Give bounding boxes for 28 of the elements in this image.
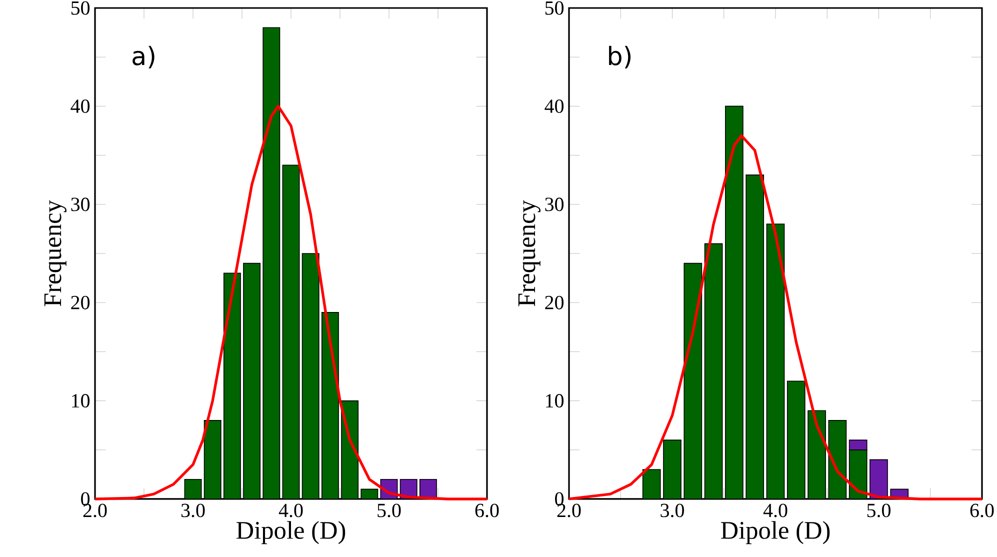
y-tick-label: 10: [546, 394, 564, 408]
x-tick-label: 4.0: [763, 504, 788, 518]
x-tick-label: 3.0: [181, 504, 205, 518]
y-tick-label: 50: [71, 1, 90, 15]
y-tick-label: 30: [545, 198, 564, 212]
y-tick-label: 20: [71, 296, 90, 310]
y-axis-title: Frequency: [518, 200, 540, 306]
y-tick-label: 20: [545, 296, 564, 310]
x-axis-title: Dipole (D): [236, 521, 346, 544]
y-tick-label: 40: [544, 99, 564, 113]
y-tick-label: 10: [72, 394, 90, 408]
x-tick-label: 3.0: [660, 504, 684, 518]
x-tick-label: 4.0: [278, 504, 303, 518]
x-tick-label: 6.0: [475, 504, 499, 518]
y-tick-label: 50: [545, 1, 564, 15]
y-tick-label: 0: [555, 492, 564, 506]
x-axis-title: Dipole (D): [721, 521, 830, 544]
y-tick-label: 30: [71, 198, 90, 212]
x-tick-label: 5.0: [378, 504, 401, 518]
y-tick-label: 0: [81, 492, 90, 506]
x-tick-label: 2.0: [83, 504, 107, 518]
y-axis-title: Frequency: [44, 200, 66, 306]
y-tick-label: 40: [70, 99, 90, 113]
annotation: b): [609, 46, 631, 68]
annotation: a): [132, 46, 154, 68]
x-tick-label: 5.0: [867, 504, 890, 518]
x-tick-label: 2.0: [557, 504, 581, 518]
x-tick-label: 6.0: [970, 504, 994, 518]
